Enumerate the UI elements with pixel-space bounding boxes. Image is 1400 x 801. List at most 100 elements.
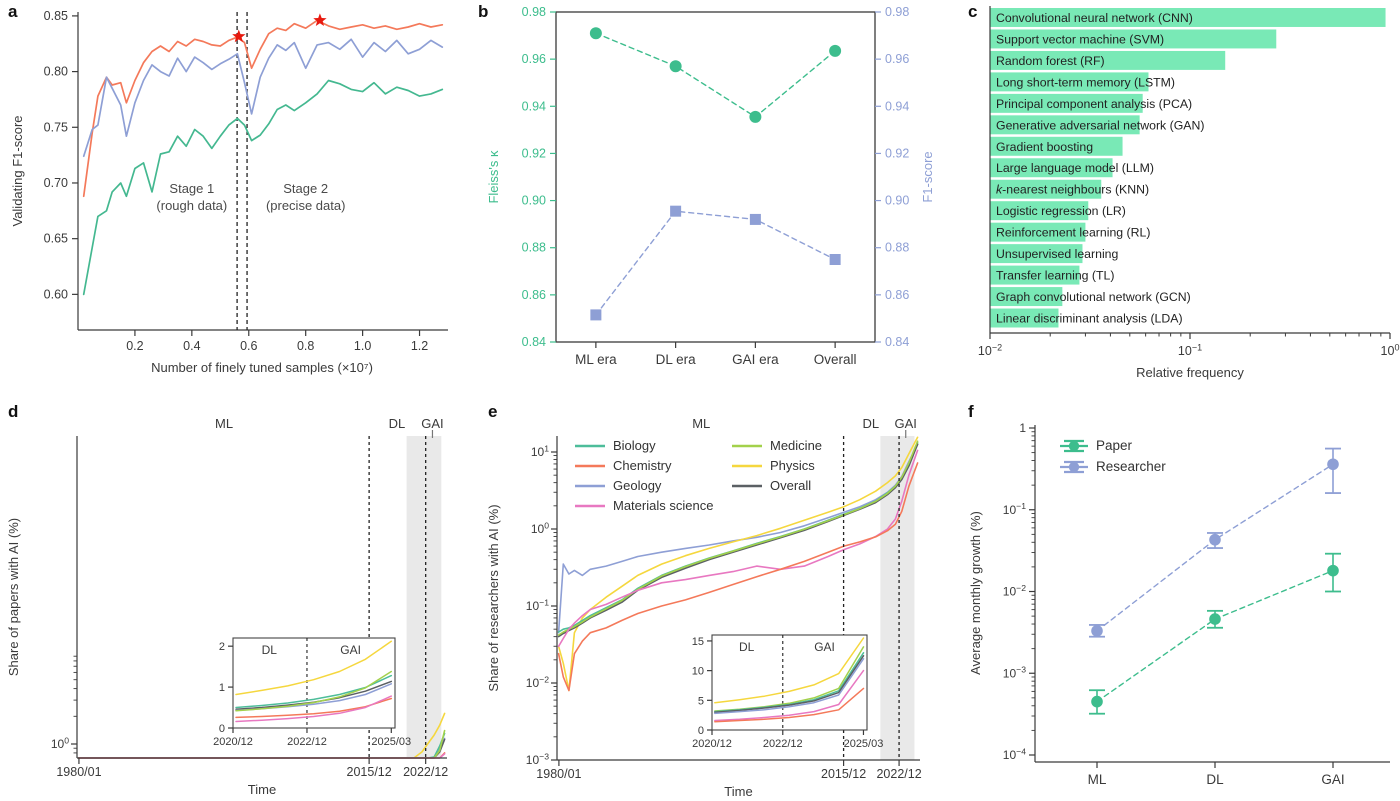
plot-frame bbox=[555, 11, 876, 343]
svg-text:0.70: 0.70 bbox=[44, 176, 68, 190]
star-marker bbox=[232, 29, 246, 43]
svg-text:2025/03: 2025/03 bbox=[844, 738, 884, 750]
data-point bbox=[1091, 695, 1103, 708]
stage-lines bbox=[236, 12, 248, 330]
legend-marker-researcher bbox=[1068, 461, 1080, 473]
svg-text:2020/12: 2020/12 bbox=[213, 736, 253, 748]
bar-11 bbox=[990, 244, 1083, 264]
svg-text:2020/12: 2020/12 bbox=[692, 738, 732, 750]
panel-c-chart: Convolutional neural network (CNN) Suppor… bbox=[978, 6, 1399, 380]
svg-text:0.90: 0.90 bbox=[885, 194, 909, 208]
bar-12 bbox=[990, 265, 1080, 285]
inset-range-band bbox=[406, 436, 442, 758]
x-axis-label: Number of finely tuned samples (×10⁷) bbox=[151, 360, 373, 375]
panel-a-chart: 0.60 0.65 0.70 0.75 0.80 0.85 0.2 0.4 0.6 0.8 1.0 1… bbox=[10, 9, 448, 375]
bar-label-1: Support vector machine (SVM) bbox=[996, 32, 1164, 46]
data-point bbox=[1327, 458, 1339, 471]
panel-e-letter: e bbox=[488, 402, 498, 421]
x-axis-label: Relative frequency bbox=[1136, 365, 1244, 380]
stage-annotations: Stage 1 (rough data) Stage 2 (precise data) bbox=[156, 181, 345, 213]
svg-text:0.86: 0.86 bbox=[522, 288, 546, 302]
series-Chemistry bbox=[557, 462, 919, 692]
inset: DL GAI 0 1 2 2020/12 2022/12 2025/03 bbox=[213, 637, 411, 748]
bar-8 bbox=[990, 179, 1102, 199]
legend-label-Materials-science: Materials science bbox=[613, 498, 713, 513]
svg-text:2022/12: 2022/12 bbox=[876, 767, 921, 781]
svg-text:2015/12: 2015/12 bbox=[821, 767, 866, 781]
y-axis-label: Share of papers with AI (%) bbox=[6, 518, 21, 676]
legend-label-Chemistry: Chemistry bbox=[613, 458, 672, 473]
bar-label-2: Random forest (RF) bbox=[996, 54, 1105, 68]
era-label-DL: DL bbox=[863, 416, 880, 431]
svg-text:DL: DL bbox=[262, 643, 278, 657]
svg-text:1980/01: 1980/01 bbox=[56, 765, 101, 779]
svg-text:2022/12: 2022/12 bbox=[287, 736, 327, 748]
svg-text:0.94: 0.94 bbox=[885, 99, 909, 113]
bar-3 bbox=[990, 72, 1149, 92]
inset-series-Medicine bbox=[235, 670, 393, 712]
bar-label-3: Long short-term memory (LSTM) bbox=[996, 75, 1175, 89]
era-labels: ML DL GAI bbox=[692, 416, 917, 438]
svg-text:10−4: 10−4 bbox=[1003, 746, 1026, 762]
svg-text:2025/03: 2025/03 bbox=[371, 736, 411, 748]
legend-label-Geology: Geology bbox=[613, 478, 662, 493]
bar-label-12: Transfer learning (TL) bbox=[996, 269, 1114, 283]
axes: 1 10−1 10−2 10−3 10−4 ML DL GAI Average monthly … bbox=[968, 421, 1390, 787]
svg-text:0.2: 0.2 bbox=[126, 339, 143, 353]
legend-marker-paper bbox=[1068, 440, 1080, 452]
axes: 10−2 10−1 100 Relative frequency bbox=[978, 6, 1399, 380]
svg-text:0.96: 0.96 bbox=[522, 52, 546, 66]
bar-label-9: Logistic regression (LR) bbox=[996, 204, 1126, 218]
svg-text:10: 10 bbox=[692, 666, 704, 678]
series-square bbox=[590, 205, 841, 321]
bar-0 bbox=[990, 8, 1386, 27]
svg-text:GAI era: GAI era bbox=[732, 352, 779, 367]
era-label-GAI: GAI bbox=[895, 416, 917, 431]
svg-text:0.96: 0.96 bbox=[885, 52, 909, 66]
svg-text:0.86: 0.86 bbox=[885, 288, 909, 302]
star-markers bbox=[232, 13, 327, 43]
panel-c: c Convolutional neural network (CNN) Supp… bbox=[960, 0, 1400, 400]
era-label-DL: DL bbox=[389, 416, 406, 431]
svg-text:DL era: DL era bbox=[656, 352, 697, 367]
series-circle bbox=[589, 27, 842, 123]
svg-text:GAI: GAI bbox=[1321, 772, 1344, 787]
bar-7 bbox=[990, 158, 1113, 178]
panel-d-chart: MLDLGAI10010−110−210−31980/012015/122022… bbox=[6, 416, 448, 797]
y-axis-label: Average monthly growth (%) bbox=[968, 511, 983, 675]
era-label-ML: ML bbox=[215, 416, 233, 431]
svg-text:15: 15 bbox=[692, 636, 704, 648]
bar-label-5: Generative adversarial network (GAN) bbox=[996, 118, 1204, 132]
svg-text:0.8: 0.8 bbox=[297, 339, 314, 353]
left-axis-label: Fleiss's κ bbox=[486, 150, 501, 204]
svg-text:0.94: 0.94 bbox=[522, 99, 546, 113]
inset-series-Geology bbox=[714, 658, 865, 715]
bar-label-6: Gradient boosting bbox=[996, 140, 1093, 154]
series-Materials-science bbox=[557, 449, 919, 648]
inset-series-Overall bbox=[714, 655, 865, 713]
svg-text:1: 1 bbox=[219, 682, 225, 694]
bar-label-4: Principal component analysis (PCA) bbox=[996, 97, 1192, 111]
series-run-blue bbox=[82, 38, 444, 158]
svg-text:0.75: 0.75 bbox=[44, 120, 68, 134]
svg-text:0.60: 0.60 bbox=[44, 287, 68, 301]
y-axis-label: Share of researchers with AI (%) bbox=[486, 504, 501, 691]
svg-text:0.65: 0.65 bbox=[44, 232, 68, 246]
svg-text:0.84: 0.84 bbox=[885, 335, 909, 349]
legend-label-Biology: Biology bbox=[613, 438, 656, 453]
panel-b-letter: b bbox=[478, 2, 489, 21]
series-Overall bbox=[557, 443, 919, 638]
svg-text:2022/12: 2022/12 bbox=[763, 738, 803, 750]
svg-text:10−2: 10−2 bbox=[526, 674, 549, 690]
svg-text:1980/01: 1980/01 bbox=[536, 767, 581, 781]
data-point bbox=[1209, 533, 1221, 546]
series-researcher bbox=[1089, 447, 1341, 638]
svg-text:1.2: 1.2 bbox=[411, 339, 428, 353]
svg-text:5: 5 bbox=[698, 695, 704, 707]
svg-text:1.0: 1.0 bbox=[354, 339, 371, 353]
svg-text:0.92: 0.92 bbox=[885, 146, 909, 160]
svg-text:10−1: 10−1 bbox=[1003, 501, 1026, 517]
panel-d: d MLDLGAI10010−110−210−31980/012015/1220… bbox=[0, 400, 480, 801]
